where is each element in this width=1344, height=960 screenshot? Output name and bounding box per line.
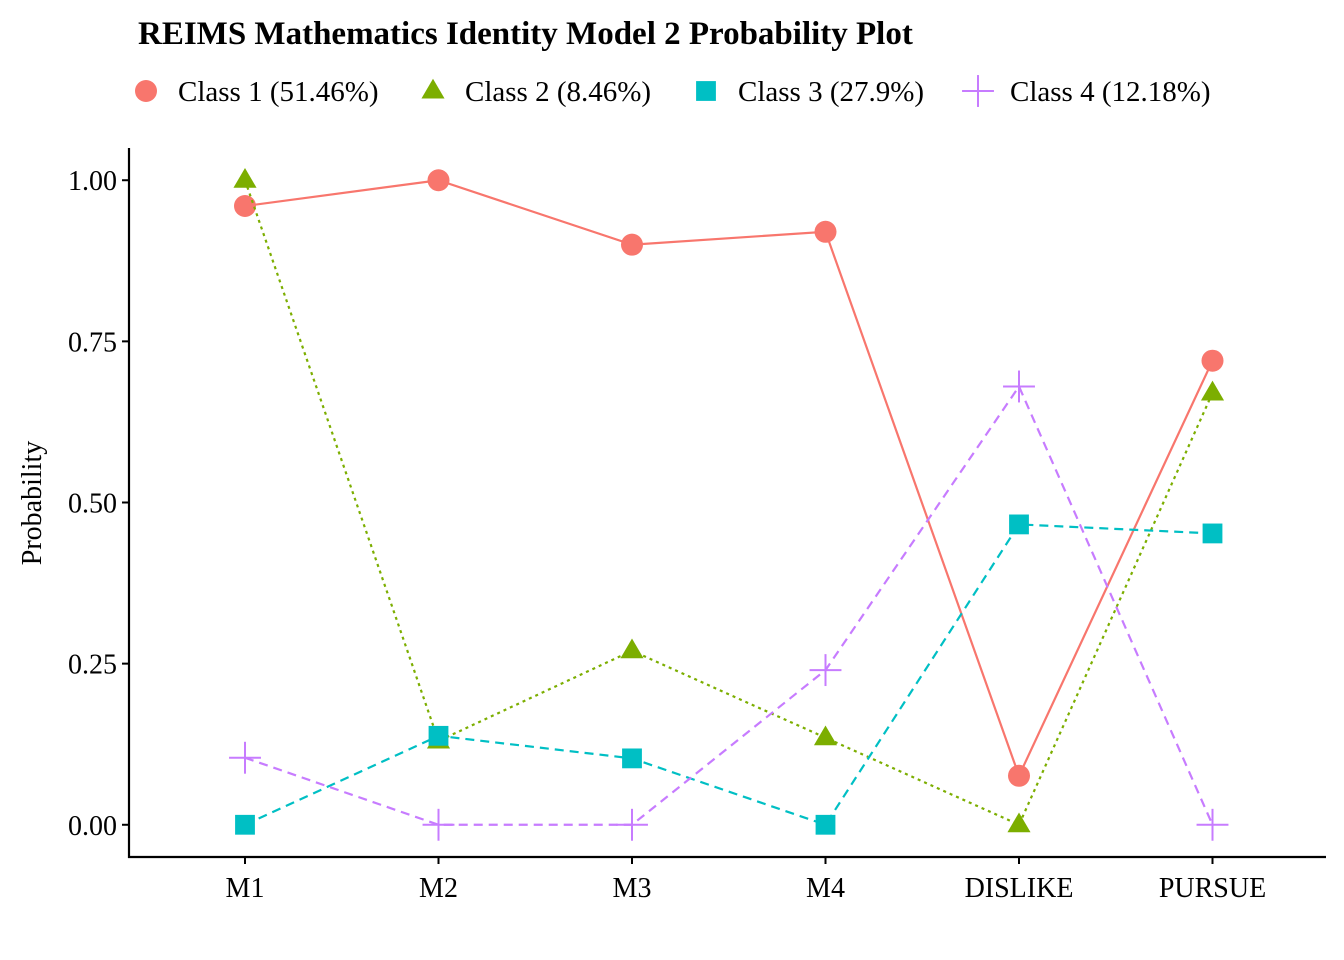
series-layer (229, 167, 1229, 841)
series-4-line (244, 384, 1214, 826)
series-4-point-m2 (422, 808, 455, 841)
series-1-point-m1 (234, 195, 256, 218)
series-1-point-m3 (621, 233, 643, 256)
legend-item-4: Class 4 (12.18%) (962, 75, 1211, 108)
series-2-point-m3 (620, 638, 644, 659)
x-tick-label: M4 (806, 873, 845, 904)
axes: 0.00 0.25 0.50 0.75 1.00 M1 M2 M3 M4 DISLIKE PURSU… (68, 148, 1326, 904)
x-tick-label: PURSUE (1159, 873, 1266, 904)
series-1-point-pursue (1201, 349, 1224, 372)
legend-item-2: Class 2 (8.46%) (421, 76, 651, 108)
legend-item-3: Class 3 (27.9%) (696, 76, 924, 108)
y-tick-label: 0.50 (68, 489, 117, 520)
series-3-point-m1 (235, 814, 255, 835)
series-3-point-m2 (428, 725, 449, 746)
series-4-point-pursue (1196, 808, 1229, 841)
legend-key-triangle-icon (421, 78, 445, 99)
legend-label: Class 1 (51.46%) (178, 76, 379, 108)
x-tick-label: M3 (613, 873, 652, 904)
legend-key-plus-icon (962, 75, 994, 107)
legend-key-circle-icon (135, 80, 157, 102)
series-4-point-dislike (1003, 370, 1035, 403)
series-3-point-m3 (622, 748, 642, 769)
x-tick-label: M2 (419, 873, 458, 904)
y-axis-title: Probability (17, 441, 48, 565)
series-2-line (243, 179, 1214, 827)
y-tick-label: 0.25 (68, 650, 117, 681)
series-4-point-m4 (809, 654, 842, 687)
series-1-point-m2 (427, 169, 450, 192)
series-4-point-m1 (229, 741, 261, 774)
series-2 (233, 167, 1225, 833)
legend-key-square-icon (696, 81, 716, 101)
legend-item-1: Class 1 (51.46%) (135, 76, 379, 108)
legend-label: Class 4 (12.18%) (1010, 76, 1211, 108)
series-2-point-m1 (233, 167, 257, 188)
series-3-point-dislike (1009, 514, 1029, 535)
series-3-point-m4 (815, 814, 836, 835)
series-2-point-dislike (1007, 812, 1031, 833)
legend: Class 1 (51.46%) Class 2 (8.46%) Class 3 (… (135, 75, 1211, 108)
y-tick-label: 0.00 (68, 811, 117, 842)
series-3-line (244, 523, 1213, 827)
legend-label: Class 2 (8.46%) (465, 76, 651, 108)
x-tick-label: DISLIKE (965, 873, 1074, 904)
series-1-point-dislike (1008, 764, 1030, 787)
legend-label: Class 3 (27.9%) (738, 76, 924, 108)
series-1 (234, 169, 1224, 787)
series-4 (229, 370, 1229, 841)
series-1-line (244, 179, 1214, 779)
series-3-point-pursue (1202, 523, 1223, 544)
x-tick-label: M1 (226, 873, 265, 904)
series-2-point-m4 (813, 725, 838, 746)
series-4-point-m3 (616, 808, 648, 841)
series-2-point-pursue (1200, 380, 1225, 401)
y-tick-label: 1.00 (68, 166, 117, 197)
series-1-point-m4 (814, 220, 837, 243)
chart-title: REIMS Mathematics Identity Model 2 Proba… (138, 16, 913, 52)
series-3 (235, 514, 1223, 835)
y-tick-label: 0.75 (68, 327, 117, 358)
